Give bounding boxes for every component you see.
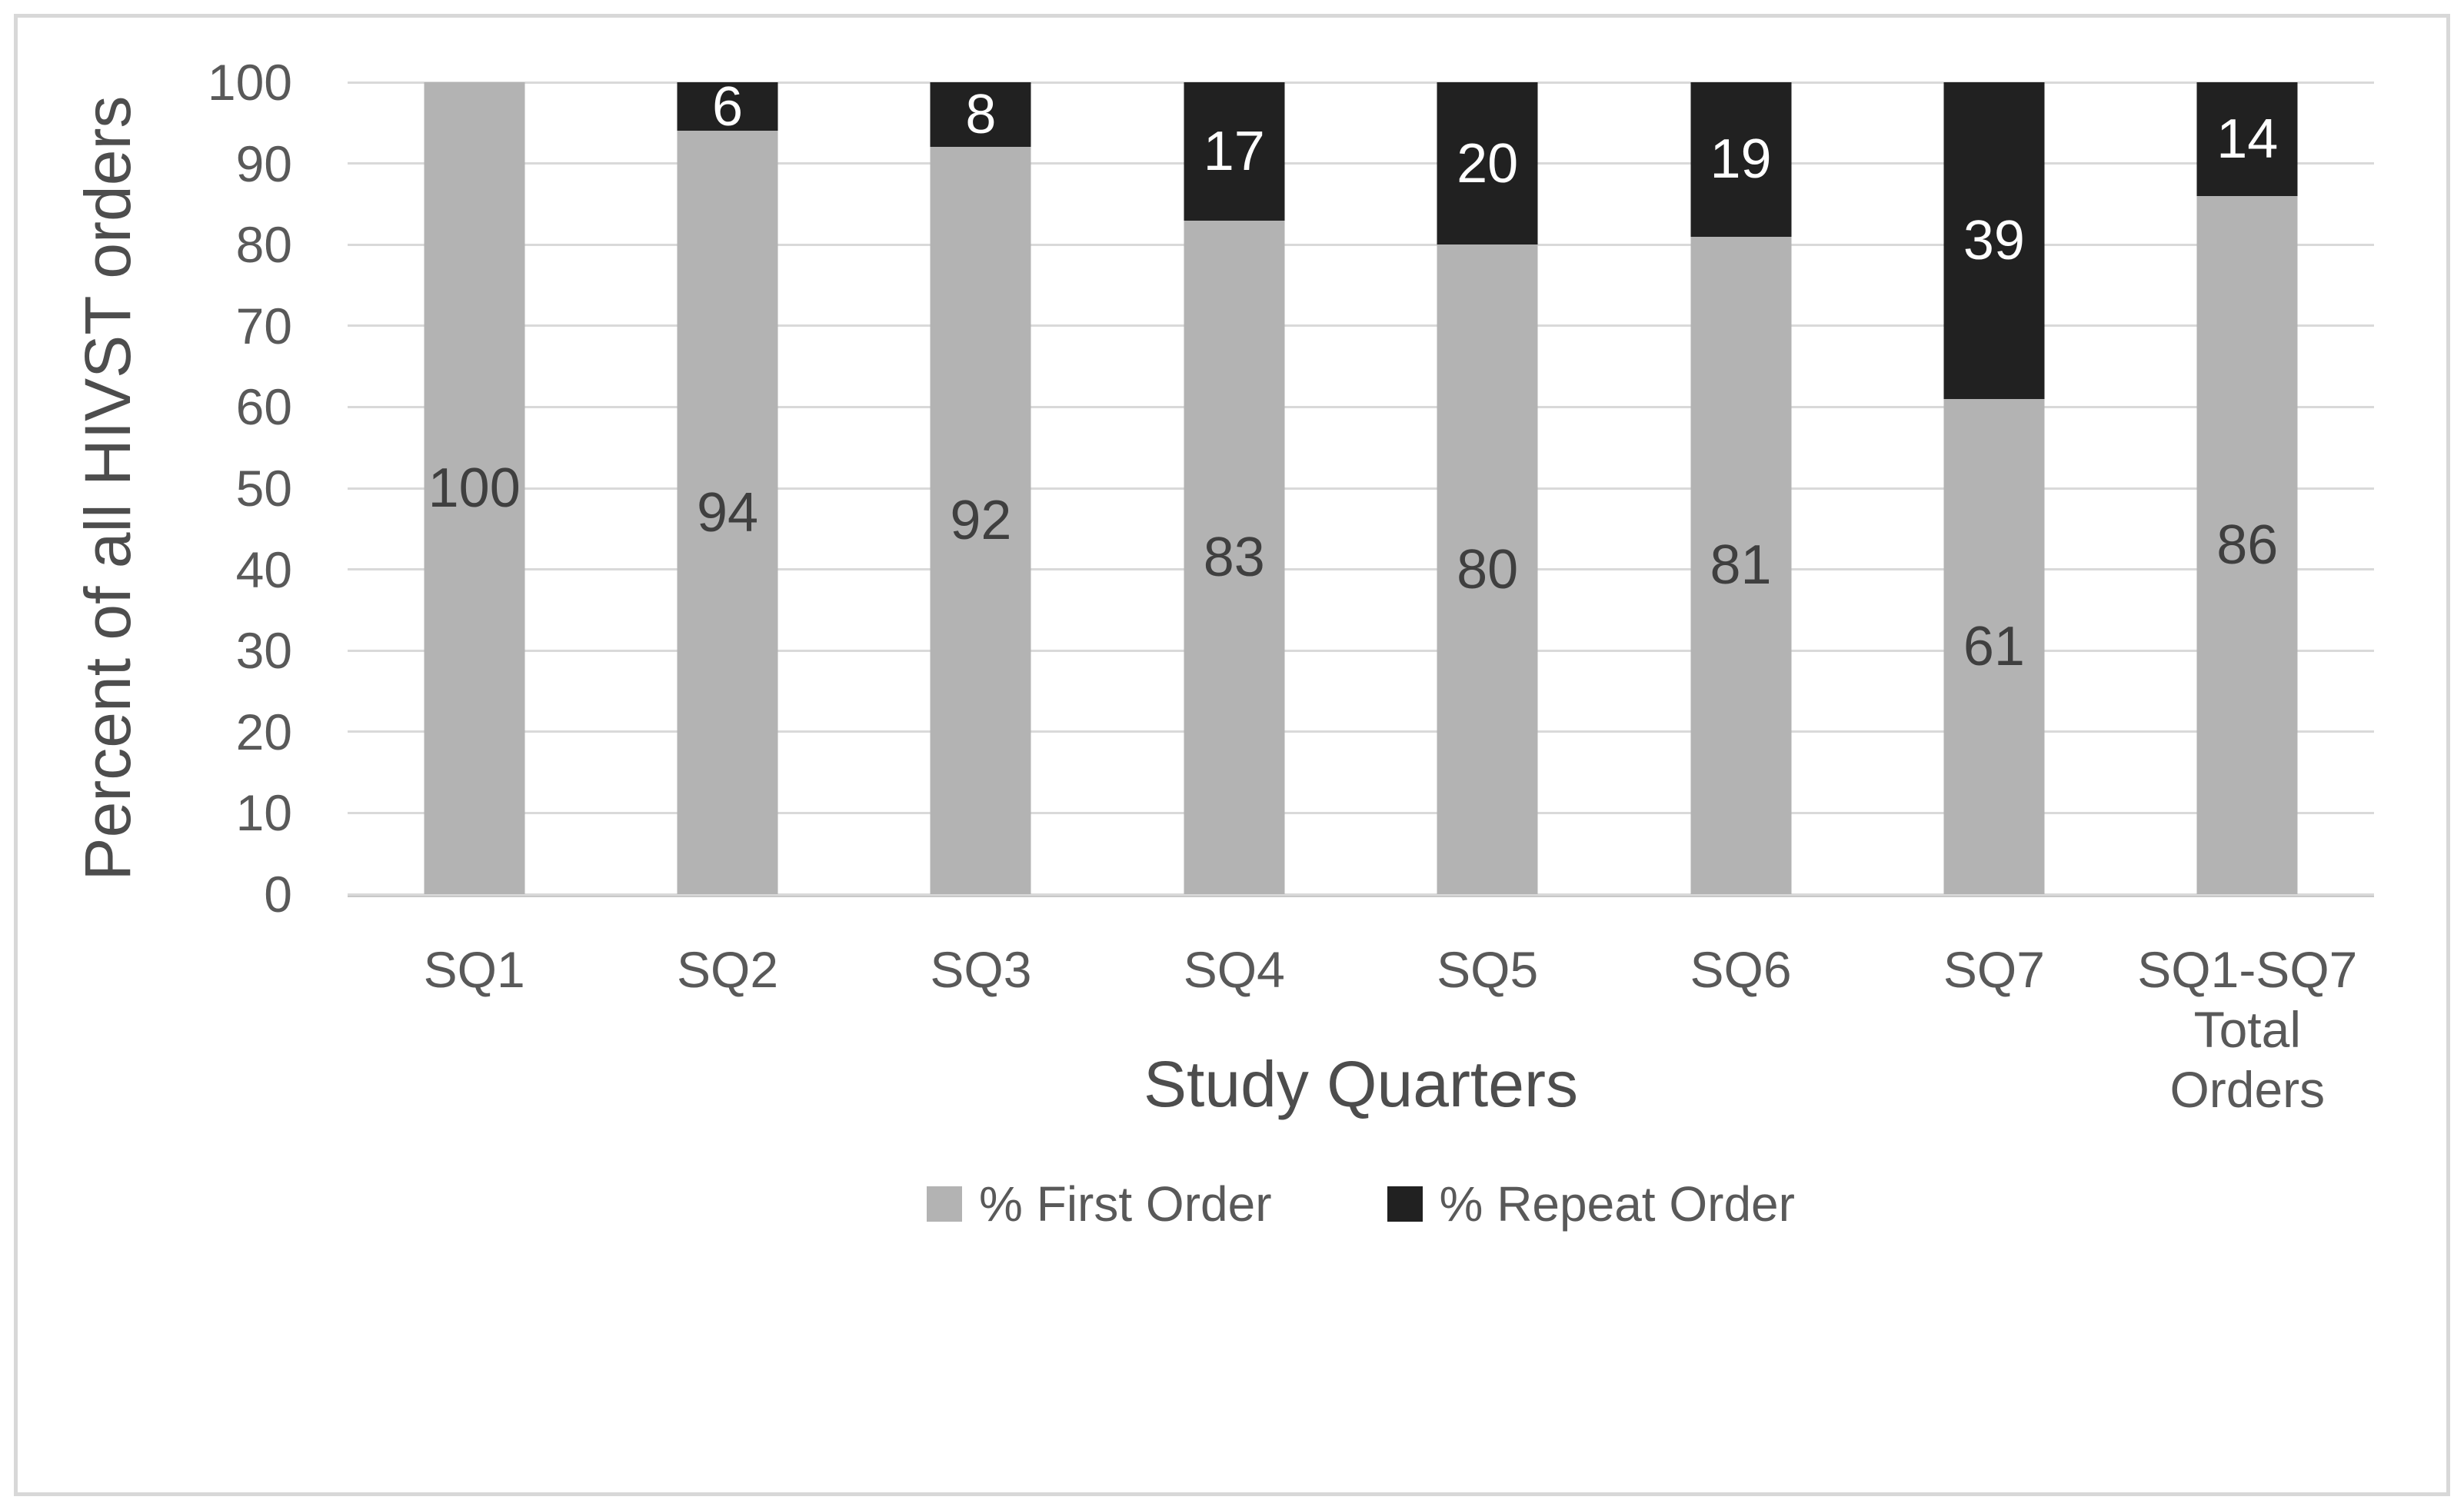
bar-segment-repeat-order: 39: [1943, 82, 2045, 399]
bar-segment-repeat-order: 8: [930, 82, 1031, 148]
plot-area: 100 94 6 92 8 83 17 80 20 81 19 61 39 86 14: [348, 79, 2374, 897]
bar-value-label: 94: [697, 481, 759, 544]
gridline: [348, 893, 2374, 896]
bar-segment-first-order: 100: [424, 82, 525, 894]
figure-border: [14, 14, 2450, 1496]
y-tick-label: 50: [235, 460, 292, 517]
bar-value-label: 80: [1457, 538, 1519, 600]
repeat-order-swatch-icon: [1387, 1186, 1423, 1222]
first-order-swatch-icon: [927, 1186, 963, 1222]
bar-segment-repeat-order: 19: [1690, 82, 1792, 237]
legend-label-repeat-order: % Repeat Order: [1439, 1176, 1795, 1232]
bar-segment-repeat-order: 20: [1437, 82, 1538, 245]
y-tick-label: 60: [235, 378, 292, 436]
bar-value-label: 8: [965, 84, 997, 146]
gridline: [348, 487, 2374, 490]
gridline: [348, 405, 2374, 408]
bar-segment-repeat-order: 6: [677, 79, 778, 135]
bar-sq1: 100: [424, 82, 525, 894]
bar-sq3: 92 8: [930, 82, 1031, 894]
bar-value-label: 6: [712, 75, 744, 138]
bar-sq1-sq7: 86 14: [2196, 82, 2298, 894]
bar-value-label: 61: [1963, 615, 2025, 677]
bar-segment-repeat-order: 17: [1184, 82, 1285, 221]
gridline: [348, 811, 2374, 814]
gridline: [348, 243, 2374, 246]
gridline: [348, 730, 2374, 733]
bar-segment-first-order: 81: [1690, 236, 1792, 894]
bar-value-label: 81: [1710, 534, 1772, 597]
legend-item-first-order: % First Order: [927, 1176, 1272, 1232]
bar-value-label: 14: [2216, 108, 2279, 170]
bar-value-label: 19: [1710, 128, 1772, 191]
bar-sq4: 83 17: [1184, 82, 1285, 894]
legend-item-repeat-order: % Repeat Order: [1387, 1179, 1795, 1229]
bar-value-label: 100: [428, 457, 521, 519]
x-tick-label: SQ2: [677, 941, 779, 998]
gridline: [348, 162, 2374, 165]
legend-label-first-order: % First Order: [979, 1176, 1272, 1232]
bar-segment-first-order: 61: [1943, 398, 2045, 894]
y-tick-label: 80: [235, 216, 292, 274]
bar-value-label: 17: [1203, 120, 1265, 182]
bar-sq2: 94 6: [677, 79, 778, 894]
y-tick-label: 40: [235, 540, 292, 598]
bar-segment-first-order: 92: [930, 147, 1031, 894]
bar-sq6: 81 19: [1690, 82, 1792, 894]
gridline: [348, 324, 2374, 328]
bar-value-label: 92: [950, 490, 1012, 552]
x-tick-label: SQ7: [1943, 941, 2045, 998]
x-tick-label: SQ5: [1437, 941, 1539, 998]
x-tick-label: SQ4: [1183, 941, 1285, 998]
gridline: [348, 81, 2374, 84]
gridline: [348, 649, 2374, 652]
legend: % First Order % Repeat Order: [348, 1175, 2374, 1233]
x-tick-label: SQ3: [930, 941, 1032, 998]
y-tick-label: 100: [207, 54, 292, 111]
y-tick-label: 0: [264, 866, 292, 923]
y-tick-label: 30: [235, 622, 292, 680]
bar-segment-first-order: 83: [1184, 220, 1285, 894]
x-tick-label: SQ1: [423, 941, 525, 998]
gridline: [348, 568, 2374, 571]
bar-sq7: 61 39: [1943, 82, 2045, 894]
y-tick-label: 20: [235, 703, 292, 760]
bar-segment-repeat-order: 14: [2196, 82, 2298, 196]
x-tick-label: SQ1-SQ7 Total Orders: [2137, 941, 2358, 1118]
bar-segment-first-order: 86: [2196, 195, 2298, 894]
bar-value-label: 20: [1457, 132, 1519, 195]
bar-sq5: 80 20: [1437, 82, 1538, 894]
bar-segment-first-order: 94: [677, 131, 778, 894]
x-axis-title: Study Quarters: [1144, 1048, 1578, 1120]
bar-segment-first-order: 80: [1437, 244, 1538, 894]
x-tick-label: SQ6: [1690, 941, 1792, 998]
y-tick-label: 90: [235, 135, 292, 192]
bar-value-label: 83: [1203, 526, 1265, 588]
bar-value-label: 39: [1963, 209, 2025, 271]
y-tick-label: 10: [235, 784, 292, 842]
y-tick-label: 70: [235, 297, 292, 354]
bar-value-label: 86: [2216, 514, 2279, 576]
